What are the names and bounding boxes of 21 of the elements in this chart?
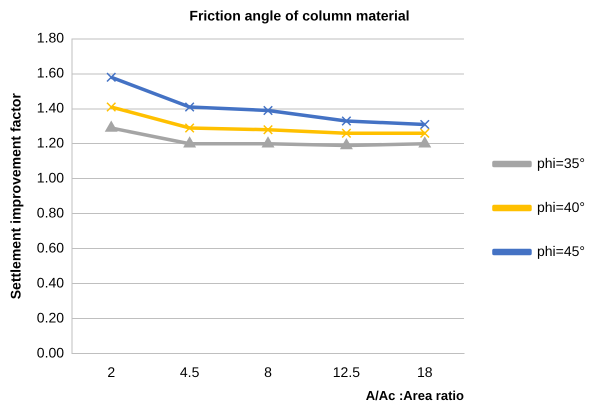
x-tick-label: 2 <box>107 364 116 380</box>
x-axis-title: A/Ac :Area ratio <box>366 388 464 403</box>
y-tick-label: 1.40 <box>36 100 64 116</box>
x-tick-label: 8 <box>264 364 272 380</box>
y-tick-label: 1.20 <box>36 134 64 151</box>
y-tick-label: 0.40 <box>36 274 64 291</box>
y-tick-label: 1.80 <box>36 30 64 46</box>
y-tick-label: 0.80 <box>36 204 64 221</box>
legend-label: phi=40° <box>536 198 585 215</box>
y-tick-label: 1.60 <box>36 64 64 81</box>
x-tick-label: 12.5 <box>332 364 360 380</box>
chart-title: Friction angle of column material <box>189 7 410 24</box>
x-tick-label: 18 <box>416 364 433 380</box>
y-tick-label: 1.00 <box>36 170 64 186</box>
y-tick-label: 0.20 <box>36 309 64 326</box>
x-tick-label: 4.5 <box>180 364 200 380</box>
y-tick-label: 0.60 <box>36 240 64 256</box>
legend-label: phi=35° <box>536 154 585 171</box>
legend-label: phi=45° <box>536 242 585 259</box>
y-axis-title: Settlement improvement factor <box>7 92 24 300</box>
y-tick-label: 0.00 <box>36 344 64 360</box>
